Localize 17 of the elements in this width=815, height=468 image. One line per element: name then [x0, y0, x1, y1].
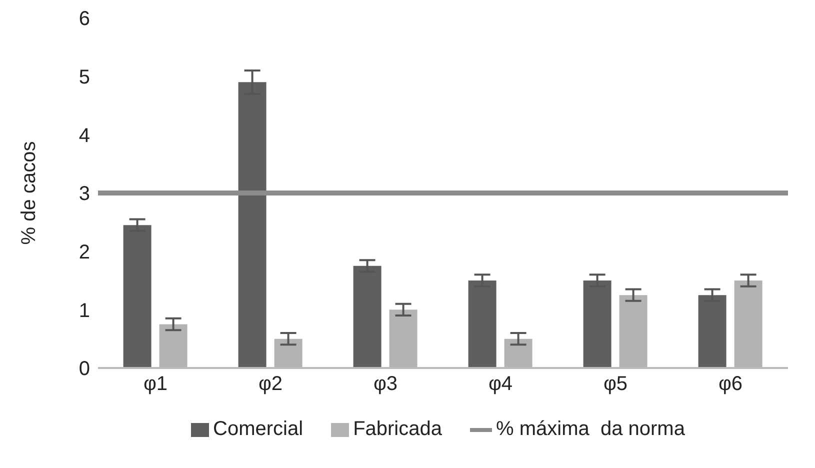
x-tick-label: φ5: [603, 373, 628, 396]
x-tick-label: φ1: [143, 373, 168, 396]
x-tick-label: φ6: [718, 373, 743, 396]
y-tick-label: 1: [78, 300, 90, 322]
y-tick-label: 3: [78, 183, 90, 206]
y-tick-label: 4: [78, 124, 90, 147]
x-tick-label: φ2: [258, 373, 283, 396]
legend-label: % máxima da norma: [495, 418, 685, 441]
y-axis-title: % de cacos: [18, 141, 40, 245]
y-tick-label: 5: [78, 66, 90, 88]
y-tick-label: 2: [78, 241, 90, 264]
y-tick-label: 0: [78, 358, 90, 380]
y-tick-label: 6: [78, 8, 90, 30]
x-tick-label: φ4: [488, 373, 513, 396]
legend-label: Fabricada: [352, 418, 442, 441]
x-tick-label: φ3: [373, 373, 398, 396]
legend-label: Comercial: [212, 418, 304, 441]
